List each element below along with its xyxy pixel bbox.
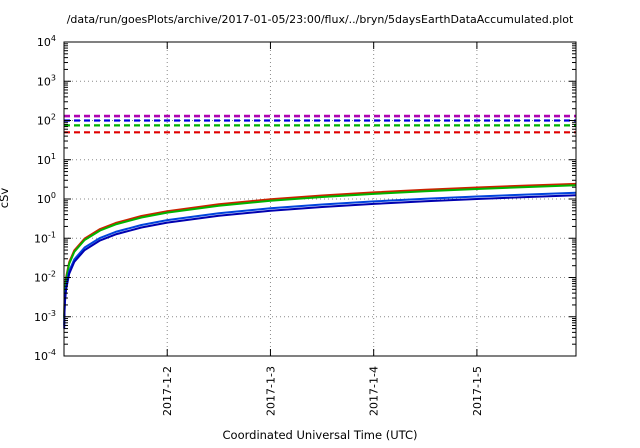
svg-text:10-2: 10-2 xyxy=(34,270,56,285)
axis-ticks xyxy=(64,41,576,357)
chart-title: /data/run/goesPlots/archive/2017-01-05/2… xyxy=(66,13,574,26)
svg-text:2017-1-4: 2017-1-4 xyxy=(368,366,381,416)
svg-text:101: 101 xyxy=(37,152,56,167)
svg-text:104: 104 xyxy=(37,34,56,49)
svg-text:2017-1-2: 2017-1-2 xyxy=(161,366,174,416)
threshold-lines xyxy=(64,114,576,134)
svg-text:100: 100 xyxy=(37,191,56,206)
series-lines xyxy=(63,182,577,329)
svg-text:2017-1-5: 2017-1-5 xyxy=(471,366,484,416)
svg-text:10-4: 10-4 xyxy=(34,348,56,363)
y-tick-labels: 10-4 10-3 10-2 10-1 100 101 102 103 104 xyxy=(34,34,56,363)
x-tick-labels: 2017-1-2 2017-1-3 2017-1-4 2017-1-5 xyxy=(161,366,484,416)
svg-text:102: 102 xyxy=(37,113,56,128)
svg-text:10-3: 10-3 xyxy=(34,309,56,324)
svg-text:2017-1-3: 2017-1-3 xyxy=(264,366,277,416)
x-axis-label: Coordinated Universal Time (UTC) xyxy=(222,428,418,442)
svg-text:10-1: 10-1 xyxy=(34,230,56,245)
series-accumulated-blue xyxy=(63,191,577,326)
svg-text:103: 103 xyxy=(37,73,56,88)
